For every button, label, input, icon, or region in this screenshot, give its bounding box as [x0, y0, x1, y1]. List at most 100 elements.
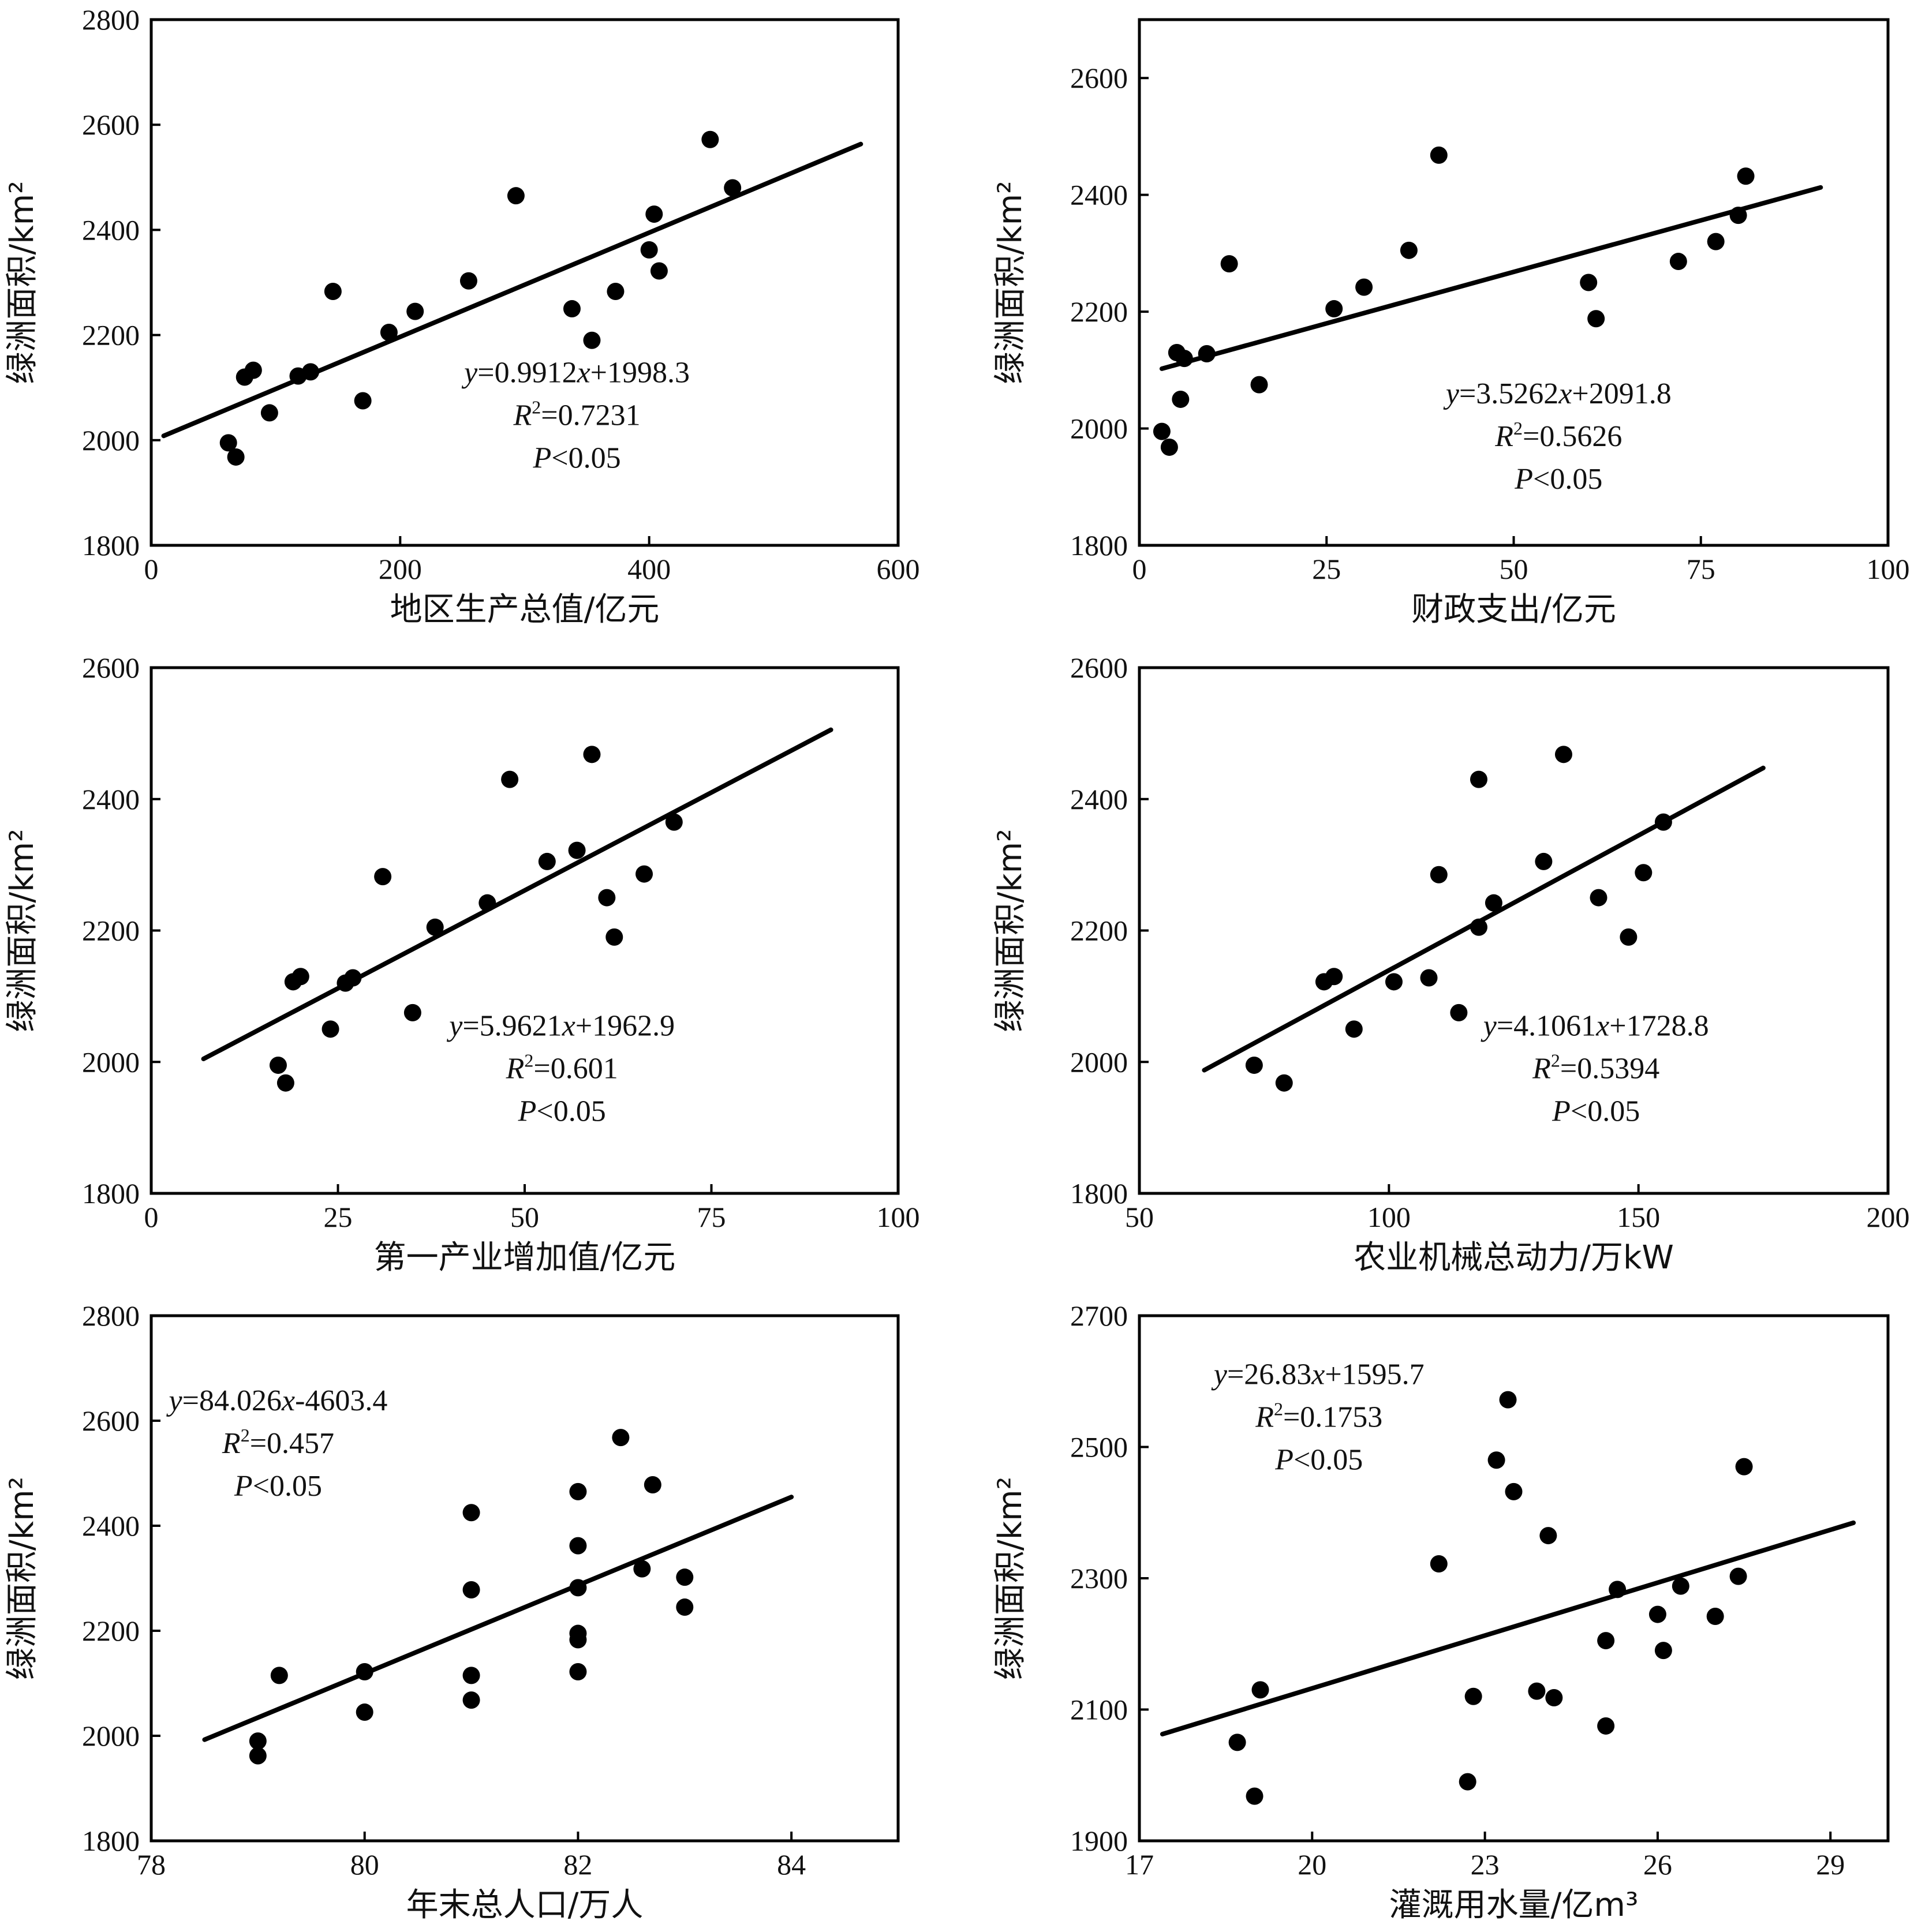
- data-point: [1654, 1642, 1672, 1660]
- data-point: [538, 852, 556, 870]
- data-point: [462, 1691, 480, 1709]
- x-tick-label: 29: [1816, 1848, 1845, 1881]
- x-tick-label: 17: [1125, 1848, 1154, 1881]
- equation-intercept: +2091.8: [1572, 377, 1671, 410]
- r-squared-value: =0.5626: [1523, 420, 1622, 453]
- y-tick-label: 2600: [1070, 62, 1128, 94]
- data-point: [380, 324, 398, 342]
- y-tick-label: 2600: [82, 108, 140, 141]
- y-tick-label: 2500: [1070, 1431, 1128, 1463]
- regression-equation: y=3.5262x+2091.8: [1443, 377, 1672, 410]
- data-point: [356, 1703, 373, 1721]
- y-axis-title: 绿洲面积/km²: [3, 829, 41, 1032]
- equation-x: x: [1311, 1358, 1325, 1391]
- data-point: [374, 868, 392, 886]
- r-symbol: R: [513, 399, 532, 432]
- y-tick-label: 1900: [1070, 1825, 1128, 1857]
- p-symbol: P: [1514, 463, 1533, 496]
- data-point: [607, 282, 625, 300]
- data-point: [640, 241, 658, 259]
- data-point: [1528, 1682, 1546, 1700]
- data-point: [1580, 274, 1598, 291]
- data-point: [354, 392, 372, 410]
- p-value: P<0.05: [518, 1095, 606, 1128]
- x-tick-label: 75: [1687, 553, 1715, 585]
- chart-panel-5: 78 80 82 84 1800 2000 2200 2400 2600 2800 年末总人口/万人…: [3, 1300, 900, 1924]
- r-superscript: 2: [241, 1425, 250, 1446]
- p-value-text: <0.05: [1571, 1095, 1640, 1128]
- data-point: [403, 1004, 421, 1021]
- data-point: [569, 1537, 587, 1555]
- y-tick-label: 2600: [82, 652, 140, 684]
- x-tick-label: 100: [1367, 1201, 1411, 1233]
- p-value-text: <0.05: [1533, 463, 1602, 496]
- data-point: [249, 1747, 267, 1765]
- data-point: [1485, 894, 1502, 912]
- data-point: [569, 1663, 587, 1680]
- data-point: [568, 841, 586, 859]
- equation-intercept: +1595.7: [1325, 1358, 1424, 1391]
- y-tick-label: 1800: [82, 529, 140, 561]
- data-point: [1246, 1787, 1263, 1805]
- y-tick-label: 2400: [1070, 783, 1128, 815]
- p-value-text: <0.05: [551, 442, 620, 475]
- r-superscript: 2: [524, 1050, 533, 1071]
- x-tick-label: 50: [1500, 553, 1528, 585]
- x-tick-label: 600: [877, 553, 920, 585]
- data-point: [1251, 1681, 1269, 1699]
- data-point: [598, 889, 616, 907]
- data-point: [1355, 278, 1373, 296]
- data-point: [462, 1581, 480, 1599]
- y-tick-label: 2200: [82, 1615, 140, 1647]
- data-point: [605, 928, 623, 946]
- y-tick-label: 2100: [1070, 1694, 1128, 1726]
- r-squared-value: =0.5394: [1560, 1053, 1659, 1085]
- chart-panel-2: 0 25 50 75 100 1800 2000 2200 2400 2600 财政支出/亿元 绿洲面…: [992, 18, 1910, 628]
- data-point: [1430, 146, 1448, 164]
- data-point: [633, 1560, 651, 1578]
- x-tick-label: 26: [1643, 1848, 1672, 1881]
- data-point: [302, 363, 320, 381]
- data-point: [1620, 928, 1638, 946]
- y-tick-label: 1800: [82, 1177, 140, 1210]
- p-value-text: <0.05: [1294, 1443, 1363, 1476]
- plot-frame: [149, 18, 900, 547]
- data-point: [569, 1631, 587, 1649]
- equation-y: y: [1443, 377, 1460, 410]
- y-tick-label: 2000: [1070, 413, 1128, 445]
- chart-panel-6: 17 20 23 26 29 1900 2100 2300 2500 2700 灌溉用水量/亿m³ 绿…: [992, 1300, 1890, 1924]
- y-tick-label: 2800: [82, 3, 140, 36]
- data-point: [1729, 1567, 1747, 1585]
- equation-y: y: [1211, 1358, 1228, 1391]
- data-point: [1654, 813, 1672, 831]
- data-point: [1245, 1056, 1263, 1074]
- x-axis-title: 地区生产总值/亿元: [390, 591, 660, 628]
- data-point: [645, 205, 663, 223]
- r-squared: R2=0.5394: [1532, 1050, 1659, 1085]
- x-tick-label: 200: [379, 553, 422, 585]
- chart-panel-4: 50 100 150 200 1800 2000 2200 2400 2600 农业机械总动力/万…: [992, 652, 1910, 1276]
- p-value: P<0.05: [234, 1470, 322, 1503]
- x-tick-label: 150: [1617, 1201, 1660, 1233]
- data-point: [356, 1663, 373, 1680]
- data-point: [1220, 255, 1238, 273]
- data-point: [1153, 422, 1171, 440]
- data-point: [1470, 770, 1487, 788]
- x-tick-label: 25: [324, 1201, 353, 1233]
- data-point: [478, 894, 496, 912]
- equation-x: x: [562, 1010, 575, 1043]
- p-value: P<0.05: [1514, 463, 1602, 496]
- data-point: [1669, 253, 1687, 271]
- data-point: [1587, 310, 1605, 328]
- data-point: [724, 179, 742, 197]
- x-tick-label: 75: [697, 1201, 726, 1233]
- data-point: [219, 434, 237, 452]
- data-point: [1228, 1733, 1246, 1751]
- data-point: [1635, 864, 1653, 882]
- equation-slope: =26.83: [1227, 1358, 1311, 1391]
- x-tick-label: 25: [1312, 553, 1341, 585]
- p-value-text: <0.05: [536, 1095, 605, 1128]
- y-tick-label: 2200: [82, 915, 140, 947]
- p-symbol: P: [1552, 1095, 1571, 1128]
- r-squared-value: =0.1753: [1283, 1401, 1382, 1433]
